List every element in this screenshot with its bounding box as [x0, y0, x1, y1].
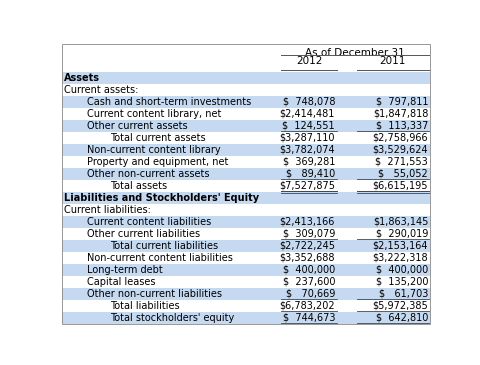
- Text: $2,758,966: $2,758,966: [372, 132, 428, 143]
- Text: $1,863,145: $1,863,145: [373, 217, 428, 227]
- Bar: [61, 168, 430, 180]
- Text: $   70,669: $ 70,669: [286, 289, 335, 299]
- Bar: [61, 192, 430, 204]
- Bar: [61, 84, 430, 96]
- Text: Total stockholders' equity: Total stockholders' equity: [110, 313, 235, 323]
- Text: Total current assets: Total current assets: [110, 132, 206, 143]
- Text: $  369,281: $ 369,281: [283, 157, 335, 166]
- Text: $6,783,202: $6,783,202: [279, 301, 335, 311]
- Text: $  744,673: $ 744,673: [283, 313, 335, 323]
- Bar: [61, 72, 430, 84]
- Text: Cash and short-term investments: Cash and short-term investments: [87, 97, 252, 107]
- Text: $  124,551: $ 124,551: [283, 120, 335, 131]
- Text: Total assets: Total assets: [110, 181, 168, 191]
- Text: Current content library, net: Current content library, net: [87, 108, 221, 119]
- Text: $2,153,164: $2,153,164: [372, 241, 428, 251]
- Bar: [61, 180, 430, 192]
- Text: Total current liabilities: Total current liabilities: [110, 241, 218, 251]
- Text: $2,722,245: $2,722,245: [279, 241, 335, 251]
- Text: Other current assets: Other current assets: [87, 120, 188, 131]
- Bar: [61, 264, 430, 276]
- Bar: [61, 96, 430, 108]
- Text: Liabilities and Stockholders' Equity: Liabilities and Stockholders' Equity: [64, 193, 259, 203]
- Bar: [61, 300, 430, 312]
- Bar: [61, 276, 430, 288]
- Text: $2,413,166: $2,413,166: [280, 217, 335, 227]
- Bar: [61, 131, 430, 143]
- Text: $  113,337: $ 113,337: [376, 120, 428, 131]
- Text: $  271,553: $ 271,553: [375, 157, 428, 166]
- Text: Other non-current liabilities: Other non-current liabilities: [87, 289, 222, 299]
- Text: $1,847,818: $1,847,818: [373, 108, 428, 119]
- Text: Other current liabilities: Other current liabilities: [87, 229, 200, 239]
- Text: Non-current content library: Non-current content library: [87, 145, 221, 155]
- Bar: [61, 108, 430, 120]
- Text: $6,615,195: $6,615,195: [372, 181, 428, 191]
- Text: $3,529,624: $3,529,624: [372, 145, 428, 155]
- Bar: [61, 252, 430, 264]
- Text: $  797,811: $ 797,811: [376, 97, 428, 107]
- Text: $  642,810: $ 642,810: [376, 313, 428, 323]
- Bar: [61, 155, 430, 168]
- Text: Assets: Assets: [64, 73, 100, 82]
- Bar: [61, 312, 430, 324]
- Text: Long-term debt: Long-term debt: [87, 265, 163, 275]
- Text: 2011: 2011: [380, 56, 406, 66]
- Text: $  135,200: $ 135,200: [376, 277, 428, 287]
- Text: $  400,000: $ 400,000: [376, 265, 428, 275]
- Text: Property and equipment, net: Property and equipment, net: [87, 157, 228, 166]
- Text: $  400,000: $ 400,000: [283, 265, 335, 275]
- Text: $  309,079: $ 309,079: [283, 229, 335, 239]
- Text: $2,414,481: $2,414,481: [280, 108, 335, 119]
- Bar: [61, 216, 430, 228]
- Text: Capital leases: Capital leases: [87, 277, 156, 287]
- Bar: [61, 120, 430, 131]
- Text: $  237,600: $ 237,600: [283, 277, 335, 287]
- Text: $3,222,318: $3,222,318: [372, 253, 428, 263]
- Text: $3,287,110: $3,287,110: [280, 132, 335, 143]
- Text: $   55,052: $ 55,052: [378, 169, 428, 178]
- Text: $  748,078: $ 748,078: [283, 97, 335, 107]
- Bar: [61, 228, 430, 240]
- Text: 2012: 2012: [296, 56, 323, 66]
- Text: As of December 31: As of December 31: [305, 48, 405, 58]
- Text: $3,352,688: $3,352,688: [280, 253, 335, 263]
- Bar: [61, 240, 430, 252]
- Text: $5,972,385: $5,972,385: [372, 301, 428, 311]
- Bar: [61, 44, 430, 72]
- Text: Total liabilities: Total liabilities: [110, 301, 180, 311]
- Text: $   89,410: $ 89,410: [286, 169, 335, 178]
- Text: $  290,019: $ 290,019: [376, 229, 428, 239]
- Bar: [61, 143, 430, 155]
- Text: Other non-current assets: Other non-current assets: [87, 169, 210, 178]
- Bar: [61, 288, 430, 300]
- Text: Non-current content liabilities: Non-current content liabilities: [87, 253, 233, 263]
- Text: $3,782,074: $3,782,074: [279, 145, 335, 155]
- Text: Current content liabilities: Current content liabilities: [87, 217, 211, 227]
- Text: $7,527,875: $7,527,875: [279, 181, 335, 191]
- Text: Current liabilities:: Current liabilities:: [64, 205, 151, 215]
- Text: Current assets:: Current assets:: [64, 85, 138, 95]
- Bar: [61, 204, 430, 216]
- Text: $   61,703: $ 61,703: [379, 289, 428, 299]
